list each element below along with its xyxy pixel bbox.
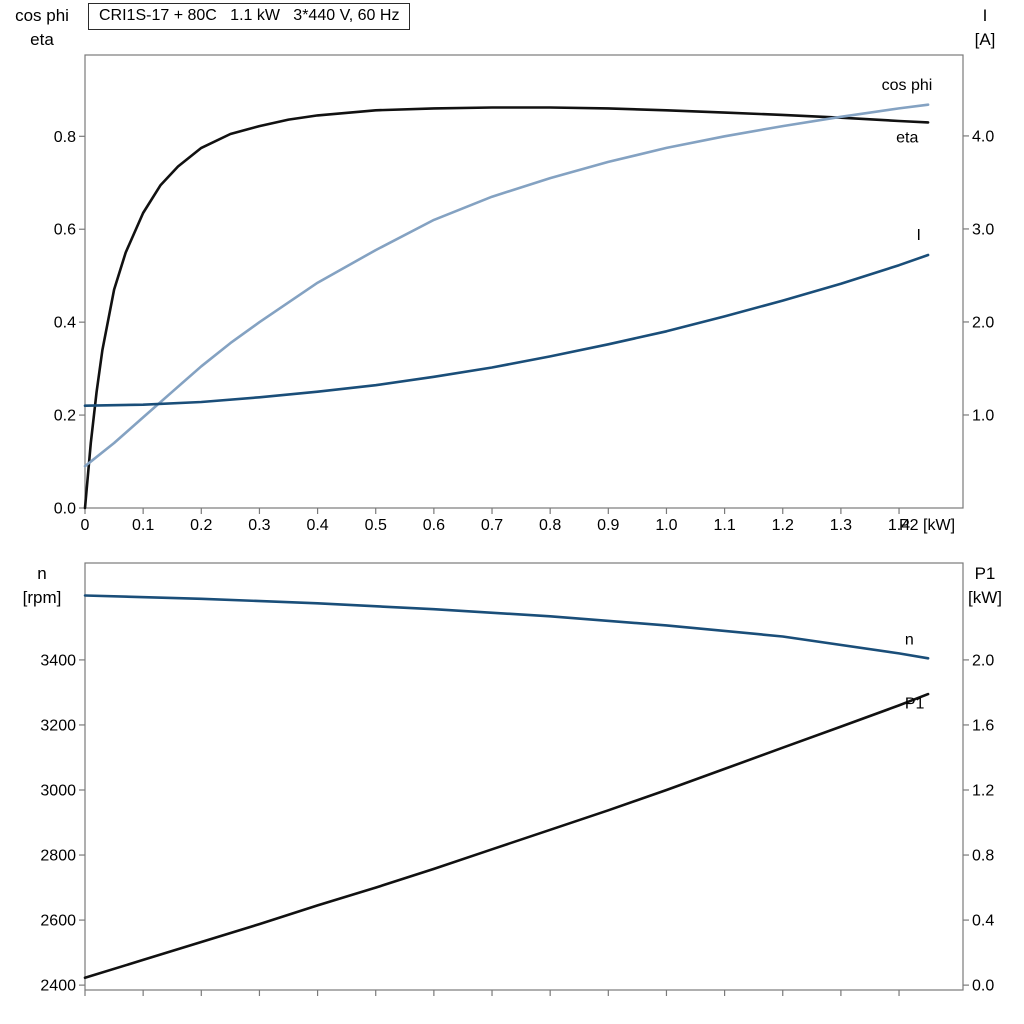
curve-P1	[83, 692, 930, 980]
panel1-left-axis-title-line2: eta	[30, 30, 54, 49]
panel2-left-axis-title-line1: n	[37, 564, 47, 583]
curve-label-cos phi: cos phi	[882, 77, 933, 94]
svg-text:1.3: 1.3	[830, 517, 852, 534]
svg-text:0.8: 0.8	[972, 848, 994, 865]
svg-text:2.0: 2.0	[972, 652, 994, 669]
curve-n	[83, 594, 930, 660]
title-box: CRI1S-17 + 80C 1.1 kW 3*440 V, 60 Hz	[88, 3, 411, 30]
svg-text:4.0: 4.0	[972, 128, 994, 145]
svg-text:0.0: 0.0	[54, 501, 76, 518]
svg-text:0.4: 0.4	[306, 517, 328, 534]
svg-text:1.0: 1.0	[972, 407, 994, 424]
svg-text:3000: 3000	[40, 782, 76, 799]
panel1-x-axis-unit-label: P2 [kW]	[899, 517, 956, 534]
svg-text:1.0: 1.0	[655, 517, 677, 534]
svg-text:1.1: 1.1	[713, 517, 735, 534]
svg-text:0.1: 0.1	[132, 517, 154, 534]
svg-text:0.2: 0.2	[190, 517, 212, 534]
svg-text:2.0: 2.0	[972, 314, 994, 331]
svg-text:2600: 2600	[40, 913, 76, 930]
svg-text:0.6: 0.6	[54, 222, 76, 239]
svg-text:3200: 3200	[40, 717, 76, 734]
panel2-left-axis-title-line2: [rpm]	[22, 588, 62, 607]
svg-text:0.8: 0.8	[54, 129, 76, 146]
panel-top: 0 0.1 0.2 0.3 0.4 0.5 0.6 0.7 0.8 0.9 1.0 1.1 1.2 1.3…	[54, 54, 994, 534]
svg-text:0.6: 0.6	[423, 517, 445, 534]
svg-text:0.7: 0.7	[481, 517, 503, 534]
panel1-left-axis-title-line1: cos phi	[15, 6, 69, 25]
svg-text:1.2: 1.2	[972, 782, 994, 799]
svg-text:2800: 2800	[40, 848, 76, 865]
svg-text:2400: 2400	[40, 978, 76, 995]
svg-text:1.4: 1.4	[888, 517, 910, 534]
svg-text:0.4: 0.4	[972, 913, 994, 930]
svg-text:3400: 3400	[40, 652, 76, 669]
curve-label-eta: eta	[896, 129, 918, 146]
panel1-right-axis-title-line2: [A]	[974, 30, 996, 49]
svg-text:0.9: 0.9	[597, 517, 619, 534]
svg-text:0.0: 0.0	[972, 978, 994, 995]
svg-text:0.5: 0.5	[365, 517, 387, 534]
curve-label-P1: P1	[905, 696, 925, 713]
svg-text:0.8: 0.8	[539, 517, 561, 534]
svg-text:3.0: 3.0	[972, 221, 994, 238]
curve-label-I: I	[916, 227, 920, 244]
svg-text:0.4: 0.4	[54, 315, 76, 332]
svg-text:0.2: 0.2	[54, 408, 76, 425]
panel1-right-axis-title-line1: I	[982, 6, 988, 25]
panel2-right-axis-title-line1: P1	[974, 564, 996, 583]
curve-eta	[83, 106, 930, 510]
panel-bottom: 2400 2600 2800 3000 3200 3400 0.0 0.4 0.8 1.2 1.6 2…	[40, 562, 994, 996]
svg-text:1.6: 1.6	[972, 717, 994, 734]
panel2-right-axis-title-line2: [kW]	[968, 588, 1002, 607]
curve-cos phi	[83, 103, 930, 468]
svg-text:0: 0	[81, 517, 90, 534]
curve-I	[83, 253, 930, 408]
svg-text:0.3: 0.3	[248, 517, 270, 534]
curve-label-n: n	[905, 631, 914, 648]
svg-text:1.2: 1.2	[772, 517, 794, 534]
